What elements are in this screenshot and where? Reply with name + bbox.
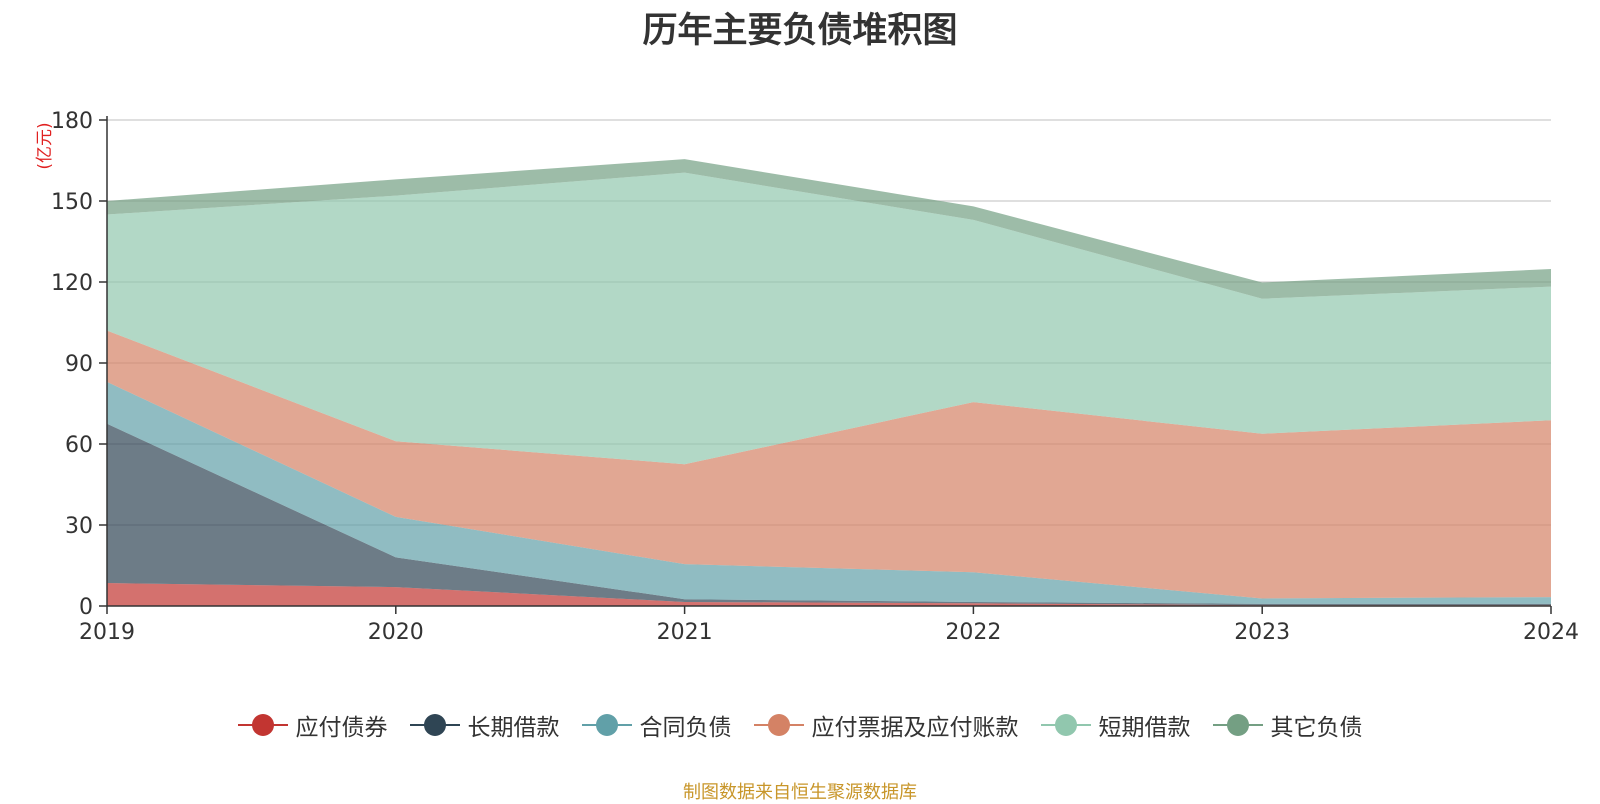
legend-item[interactable]: 应付债券 — [238, 708, 388, 742]
legend-label: 合同负债 — [640, 708, 732, 742]
legend-item[interactable]: 长期借款 — [410, 708, 560, 742]
legend-swatch-icon — [1213, 713, 1263, 737]
source-note: 制图数据来自恒生聚源数据库 — [0, 778, 1600, 804]
y-tick-label: 60 — [65, 433, 93, 458]
legend-label: 长期借款 — [468, 708, 560, 742]
legend-swatch-icon — [754, 713, 804, 737]
y-tick-label: 0 — [79, 595, 93, 620]
area-layer — [107, 159, 1551, 606]
legend-swatch-icon — [410, 713, 460, 737]
legend-swatch-icon — [1041, 713, 1091, 737]
x-tick-label: 2019 — [79, 620, 135, 645]
legend-item[interactable]: 合同负债 — [582, 708, 732, 742]
y-tick-label: 150 — [51, 190, 93, 215]
legend: 应付债券 长期借款 合同负债 应付票据及应付账款 短期借款 其它负债 — [0, 705, 1600, 745]
legend-label: 其它负债 — [1271, 708, 1363, 742]
x-tick-label: 2024 — [1523, 620, 1579, 645]
legend-item[interactable]: 应付票据及应付账款 — [754, 708, 1019, 742]
x-tick-label: 2020 — [368, 620, 424, 645]
x-tick-label: 2021 — [657, 620, 713, 645]
legend-swatch-icon — [582, 713, 632, 737]
y-tick-label: 120 — [51, 271, 93, 296]
legend-item[interactable]: 其它负债 — [1213, 708, 1363, 742]
y-tick-label: 180 — [51, 109, 93, 134]
y-axis-unit-label: (亿元) — [35, 122, 55, 169]
legend-label: 应付票据及应付账款 — [812, 708, 1019, 742]
x-tick-label: 2023 — [1234, 620, 1290, 645]
legend-label: 短期借款 — [1099, 708, 1191, 742]
y-tick-label: 90 — [65, 352, 93, 377]
y-tick-label: 30 — [65, 514, 93, 539]
x-tick-label: 2022 — [945, 620, 1001, 645]
legend-swatch-icon — [238, 713, 288, 737]
legend-item[interactable]: 短期借款 — [1041, 708, 1191, 742]
legend-label: 应付债券 — [296, 708, 388, 742]
